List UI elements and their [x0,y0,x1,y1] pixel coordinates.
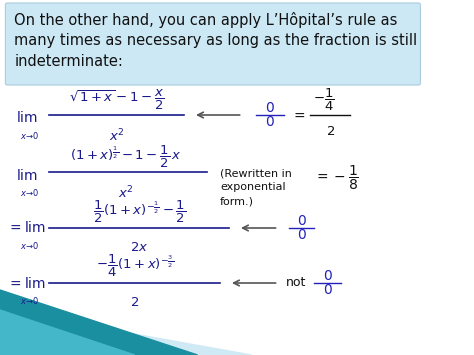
Text: $0$: $0$ [264,101,274,115]
Text: $\sqrt{1+x}-1-\dfrac{x}{2}$: $\sqrt{1+x}-1-\dfrac{x}{2}$ [69,88,164,112]
Text: (Rewritten in
exponential
form.): (Rewritten in exponential form.) [220,168,292,206]
Text: $2$: $2$ [326,125,335,138]
Text: $\lim$: $\lim$ [16,110,38,126]
FancyBboxPatch shape [5,3,420,85]
Text: $0$: $0$ [323,269,333,283]
Text: $\dfrac{1}{2}(1+x)^{-\frac{1}{2}}-\dfrac{1}{2}$: $\dfrac{1}{2}(1+x)^{-\frac{1}{2}}-\dfrac… [92,199,186,225]
Text: $x^{2}$: $x^{2}$ [109,128,125,144]
Text: $x\!\to\!0$: $x\!\to\!0$ [20,130,39,141]
Text: $-\dfrac{1}{4}$: $-\dfrac{1}{4}$ [313,87,334,113]
Text: $x^{2}$: $x^{2}$ [118,185,134,202]
Text: $=\lim$: $=\lim$ [7,275,46,290]
Text: $=$: $=$ [291,108,305,122]
Text: $-\dfrac{1}{4}(1+x)^{-\frac{3}{2}}$: $-\dfrac{1}{4}(1+x)^{-\frac{3}{2}}$ [96,253,174,279]
Text: $0$: $0$ [297,228,307,242]
Text: not: not [286,277,306,289]
Text: $x\!\to\!0$: $x\!\to\!0$ [20,187,39,198]
Polygon shape [0,310,252,355]
Polygon shape [0,310,135,355]
Text: $0$: $0$ [297,214,307,228]
Polygon shape [0,290,198,355]
Text: $x\!\to\!0$: $x\!\to\!0$ [20,240,39,251]
Text: $\lim$: $\lim$ [16,168,38,182]
Text: $2$: $2$ [130,296,139,309]
Text: $=-\dfrac{1}{8}$: $=-\dfrac{1}{8}$ [314,164,359,192]
Text: $2x$: $2x$ [130,241,148,254]
Text: $(1+x)^{\frac{1}{2}}-1-\dfrac{1}{2}\,x$: $(1+x)^{\frac{1}{2}}-1-\dfrac{1}{2}\,x$ [70,144,182,170]
Text: $x\!\to\!0$: $x\!\to\!0$ [20,295,39,306]
Text: $0$: $0$ [323,283,333,297]
Text: On the other hand, you can apply L’Hôpital’s rule as
many times as necessary as : On the other hand, you can apply L’Hôpit… [14,12,418,69]
Text: $=\lim$: $=\lim$ [7,220,46,235]
Text: $0$: $0$ [264,115,274,129]
